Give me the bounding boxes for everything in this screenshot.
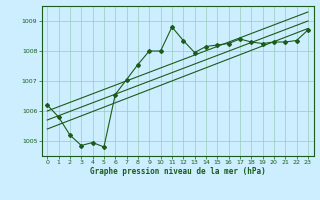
X-axis label: Graphe pression niveau de la mer (hPa): Graphe pression niveau de la mer (hPa) [90, 167, 266, 176]
